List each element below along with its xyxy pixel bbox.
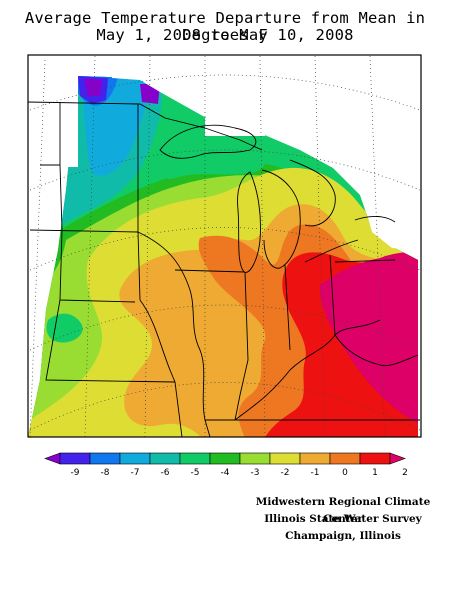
state-borders — [28, 101, 420, 437]
departure-band-minus4-c — [46, 313, 83, 343]
legend-swatch — [389, 452, 406, 465]
map-date-range: May 1, 2008 to May 10, 2008 — [96, 26, 354, 44]
no-data-area-2 — [108, 57, 420, 250]
no-data-area-1 — [30, 57, 78, 167]
legend-swatch — [44, 452, 61, 465]
legend-tick-label: -4 — [221, 468, 230, 478]
legend-swatch — [59, 452, 91, 465]
credit-line-survey: Illinois State Water Survey — [264, 513, 422, 525]
legend-tick-label: -7 — [131, 468, 140, 478]
credit-line-location: Champaign, Illinois — [285, 530, 401, 542]
legend-swatch — [179, 452, 211, 465]
data-field — [28, 57, 420, 437]
legend-tick-label: 2 — [402, 468, 408, 478]
legend-swatch — [89, 452, 121, 465]
legend-tick-label: -3 — [251, 468, 260, 478]
legend-tick-label: -1 — [311, 468, 320, 478]
departure-band-plus3 — [319, 250, 418, 430]
no-data-area-3 — [205, 118, 265, 136]
legend-swatch — [119, 452, 151, 465]
legend-tick-label: 0 — [342, 468, 348, 478]
departure-band-minus4-b — [149, 138, 266, 179]
color-legend: -9 -8 -7 -6 -5 -4 -3 -2 -1 0 1 2 — [44, 452, 408, 478]
legend-swatch — [209, 452, 241, 465]
departure-band-minus9 — [84, 78, 102, 96]
map-frame — [27, 54, 422, 438]
map-title: Average Temperature Departure from Mean … — [24, 9, 426, 44]
legend-swatch — [299, 452, 331, 465]
legend-tick-label: -5 — [191, 468, 200, 478]
legend-swatch — [329, 452, 361, 465]
legend-tick-label: -8 — [101, 468, 110, 478]
legend-swatch — [239, 452, 271, 465]
legend-tick-label: -6 — [161, 468, 170, 478]
legend-swatch — [269, 452, 301, 465]
credit-line-organization: Midwestern Regional Climate Center — [255, 496, 431, 525]
legend-swatch — [359, 452, 391, 465]
legend-swatch — [149, 452, 181, 465]
legend-tick-label: -9 — [71, 468, 80, 478]
legend-tick-label: -2 — [281, 468, 290, 478]
graticule — [29, 55, 421, 437]
legend-tick-label: 1 — [372, 468, 378, 478]
